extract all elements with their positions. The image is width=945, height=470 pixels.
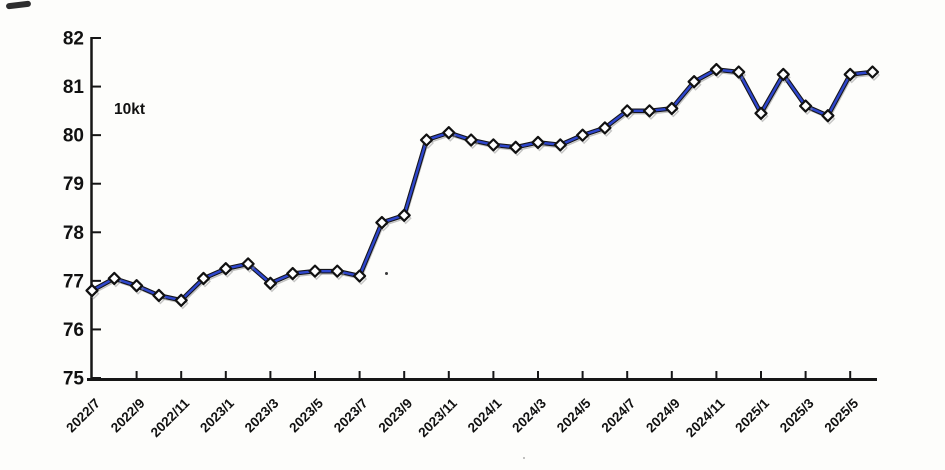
- y-tick-label: 80: [63, 126, 84, 147]
- y-tick-label: 77: [63, 271, 84, 292]
- data-point: [419, 133, 434, 147]
- x-tick-label: 2025/1: [732, 395, 772, 435]
- x-tick-label: 2023/1: [197, 395, 237, 435]
- x-tick-label: 2024/9: [643, 396, 683, 436]
- y-tick-label: 76: [63, 320, 84, 341]
- data-point: [620, 104, 634, 118]
- data-point: [308, 264, 322, 278]
- data-point: [219, 262, 233, 276]
- data-point: [665, 101, 679, 116]
- x-tick-label: 2024/3: [509, 395, 549, 435]
- y-tick-label: 79: [63, 174, 84, 195]
- x-tick-label: 2022/7: [63, 396, 103, 436]
- x-tick-label: 2024/1: [465, 395, 505, 435]
- y-tick-label: 78: [63, 223, 84, 244]
- data-point: [397, 208, 411, 222]
- x-tick-label: 2023/7: [331, 396, 371, 436]
- y-tick-label: 75: [63, 369, 85, 390]
- data-point: [843, 67, 857, 82]
- data-point: [442, 126, 456, 140]
- data-point: [85, 283, 99, 298]
- data-point: [241, 257, 255, 271]
- x-tick-label: 2023/5: [286, 395, 326, 435]
- x-tick-label: 2025/5: [822, 395, 862, 435]
- data-point: [865, 65, 880, 79]
- data-point: [642, 104, 657, 118]
- data-point: [754, 106, 768, 120]
- data-point: [732, 65, 746, 79]
- y-tick-label: 81: [63, 77, 85, 98]
- data-point: [687, 75, 701, 89]
- x-tick-label: 2023/11: [415, 395, 460, 440]
- data-point: [353, 269, 367, 283]
- data-point: [709, 62, 723, 77]
- x-tick-label: 2024/11: [683, 395, 728, 440]
- x-tick-label: 2024/7: [599, 396, 639, 436]
- data-point: [375, 215, 389, 230]
- chart-series: [85, 62, 880, 310]
- data-point: [263, 276, 277, 290]
- data-point: [107, 271, 121, 286]
- x-tick-label: 2022/11: [148, 395, 193, 440]
- series-line: [91, 68, 873, 302]
- data-point: [330, 264, 344, 278]
- data-point: [174, 293, 188, 307]
- x-tick-label: 2022/9: [108, 396, 148, 436]
- data-point: [464, 133, 478, 147]
- data-point: [509, 140, 523, 154]
- y-tick-label: 82: [63, 29, 84, 50]
- data-point: [531, 135, 545, 150]
- data-point: [576, 128, 590, 142]
- data-point: [152, 288, 166, 303]
- data-point: [821, 109, 835, 123]
- data-point: [776, 67, 790, 82]
- unit-label: 10kt: [114, 101, 145, 118]
- data-point: [130, 279, 144, 293]
- data-point: [799, 99, 813, 113]
- data-point: [196, 271, 211, 286]
- x-tick-label: 2023/9: [376, 396, 416, 436]
- data-point: [286, 266, 300, 281]
- x-tick-label: 2023/3: [242, 395, 282, 435]
- x-tick-label: 2025/3: [777, 395, 817, 435]
- x-tick-label: 2024/5: [554, 395, 594, 435]
- data-point: [598, 121, 612, 135]
- data-point: [486, 138, 500, 152]
- data-point: [553, 138, 567, 152]
- scan-speck: [385, 272, 388, 275]
- scan-speck: [523, 457, 525, 459]
